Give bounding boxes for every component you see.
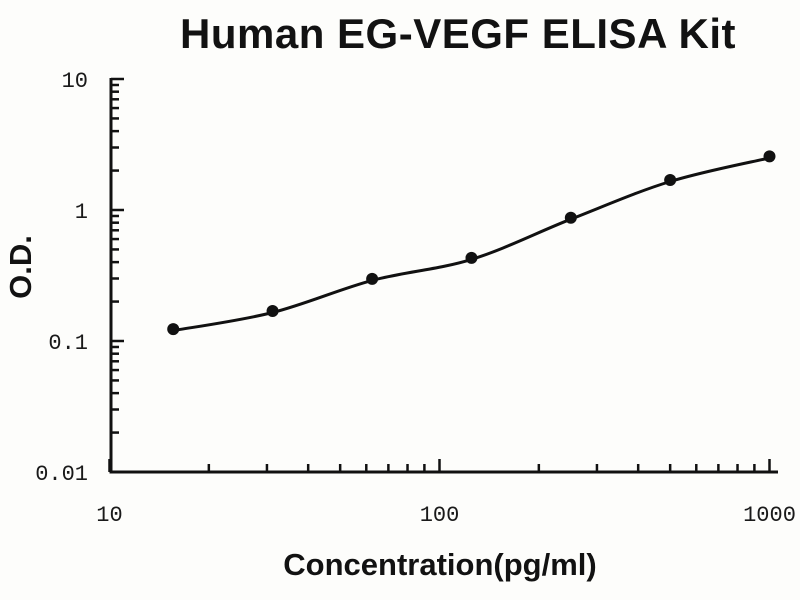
data-point-marker: [167, 323, 180, 336]
data-point-marker: [564, 211, 577, 224]
y-tick-label: 0.01: [35, 462, 88, 487]
data-point-marker: [465, 251, 478, 264]
data-point-marker: [366, 272, 379, 285]
y-tick-label: 1: [75, 200, 88, 225]
x-tick-label: 100: [420, 503, 460, 528]
data-point-marker: [763, 150, 776, 163]
standard-curve-line: [171, 156, 771, 333]
data-point-marker: [664, 174, 677, 187]
data-point-marker: [266, 305, 279, 318]
chart-title: Human EG-VEGF ELISA Kit: [180, 10, 736, 57]
x-tick-label: 1000: [743, 503, 796, 528]
y-tick-label: 10: [62, 69, 88, 94]
x-tick-label: 10: [96, 503, 122, 528]
x-axis-title: Concentration(pg/ml): [283, 547, 597, 582]
y-tick-label: 0.1: [48, 331, 88, 356]
